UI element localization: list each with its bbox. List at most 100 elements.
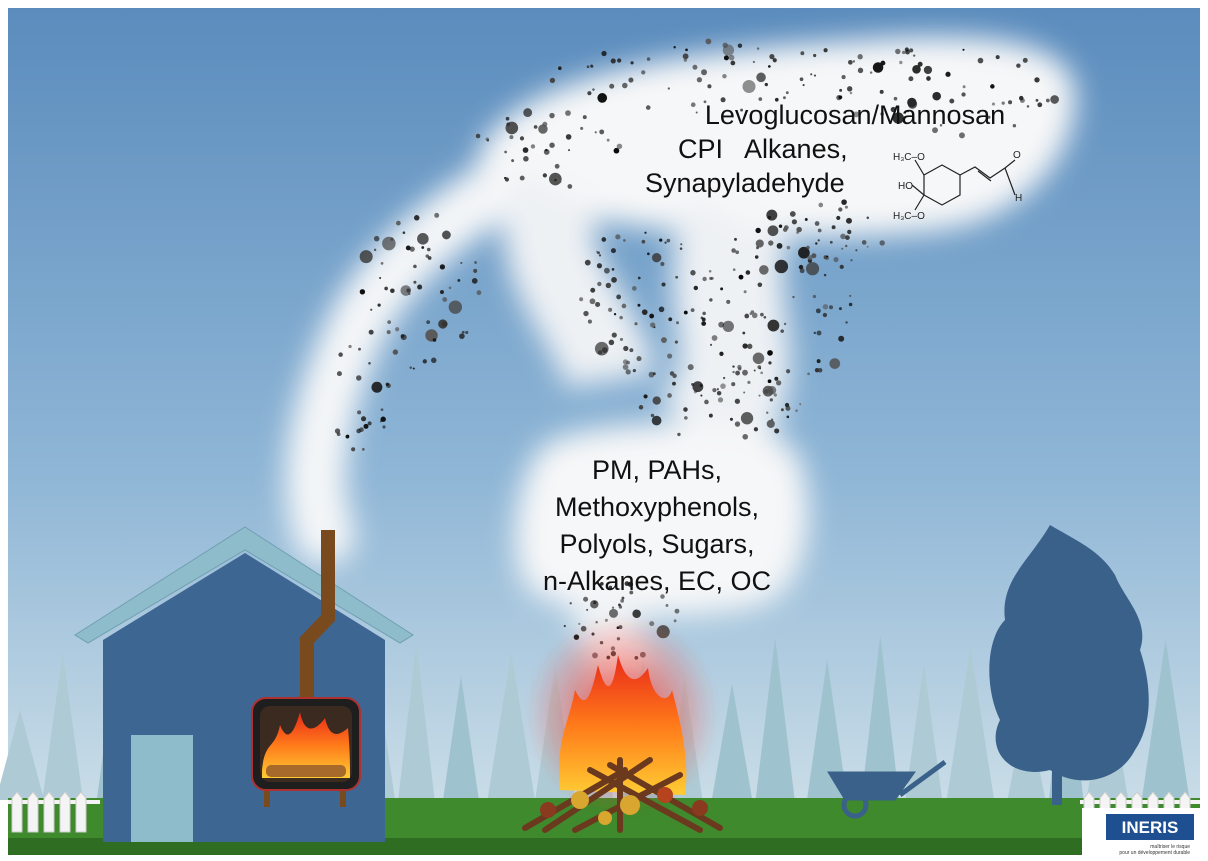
particle — [744, 290, 747, 293]
particle — [554, 179, 556, 181]
particle — [583, 311, 588, 316]
particle — [1023, 58, 1028, 63]
particle — [774, 428, 779, 433]
particle — [800, 51, 804, 55]
particle — [815, 242, 817, 244]
particle — [374, 236, 380, 242]
particle — [683, 407, 688, 412]
particle — [768, 65, 771, 68]
particle — [751, 310, 755, 314]
particle — [382, 237, 396, 251]
particle — [473, 269, 477, 273]
particle — [757, 47, 759, 49]
particle — [616, 295, 621, 300]
particle — [596, 251, 598, 253]
particle — [567, 184, 572, 189]
particle — [746, 270, 751, 275]
particle — [413, 265, 417, 269]
particle — [990, 84, 995, 89]
particle — [838, 95, 842, 99]
particle — [963, 85, 966, 88]
particle — [792, 296, 794, 298]
particle — [379, 277, 381, 279]
particle — [356, 375, 361, 380]
particle — [597, 282, 601, 286]
particle — [753, 353, 765, 365]
particle — [841, 248, 843, 250]
particle — [744, 314, 749, 319]
particle — [338, 352, 343, 357]
particle — [362, 448, 365, 451]
particle — [652, 253, 661, 262]
particle — [855, 249, 857, 251]
particle — [742, 370, 748, 376]
particle — [680, 247, 683, 250]
particle — [702, 277, 706, 281]
particle — [816, 308, 821, 313]
particle — [438, 319, 447, 328]
particle — [1050, 95, 1059, 104]
particle — [387, 320, 391, 324]
particle — [845, 206, 848, 209]
particle — [823, 313, 827, 317]
particle — [337, 371, 342, 376]
particle — [644, 232, 646, 234]
particle — [370, 309, 372, 311]
particle — [899, 61, 902, 64]
particle — [633, 369, 636, 372]
particle — [781, 408, 784, 411]
particle — [413, 281, 416, 284]
particle — [765, 83, 768, 86]
particle — [381, 262, 384, 265]
particle — [741, 412, 753, 424]
particle — [731, 382, 735, 386]
particle — [799, 403, 801, 405]
particle — [730, 418, 733, 421]
particle — [735, 250, 739, 254]
particle — [779, 225, 782, 228]
door — [131, 735, 193, 842]
particle — [506, 117, 510, 121]
particle — [850, 92, 853, 95]
particle — [668, 317, 672, 321]
particle — [823, 304, 828, 309]
particle — [818, 229, 822, 233]
particle — [608, 308, 612, 312]
particle — [755, 255, 759, 259]
particle — [386, 383, 389, 386]
particle — [814, 75, 816, 77]
particle — [649, 372, 655, 378]
particle — [790, 211, 796, 217]
particle — [617, 58, 621, 62]
particle — [845, 245, 847, 247]
particle — [417, 285, 422, 290]
particle — [754, 369, 756, 371]
particle — [709, 414, 713, 418]
particle — [672, 374, 676, 378]
particle — [767, 420, 775, 428]
particle — [614, 313, 616, 315]
particle — [630, 61, 633, 64]
particle — [566, 134, 572, 140]
particle — [599, 129, 604, 134]
particle — [810, 73, 812, 75]
particle — [659, 238, 662, 241]
particle — [595, 302, 600, 307]
particle — [384, 287, 388, 291]
particle — [768, 225, 779, 236]
particle — [590, 288, 595, 293]
particle — [734, 238, 737, 241]
particle — [431, 358, 436, 363]
particle — [626, 369, 631, 374]
particle — [360, 289, 365, 294]
particle — [909, 48, 913, 52]
particle — [755, 228, 760, 233]
particle — [647, 57, 651, 61]
leaf — [598, 811, 612, 825]
particle — [511, 159, 514, 162]
cloud-label: n-Alkanes, EC, OC — [543, 566, 771, 596]
particle — [646, 105, 651, 110]
particle — [702, 312, 706, 316]
particle — [913, 54, 915, 56]
particle — [617, 144, 622, 149]
